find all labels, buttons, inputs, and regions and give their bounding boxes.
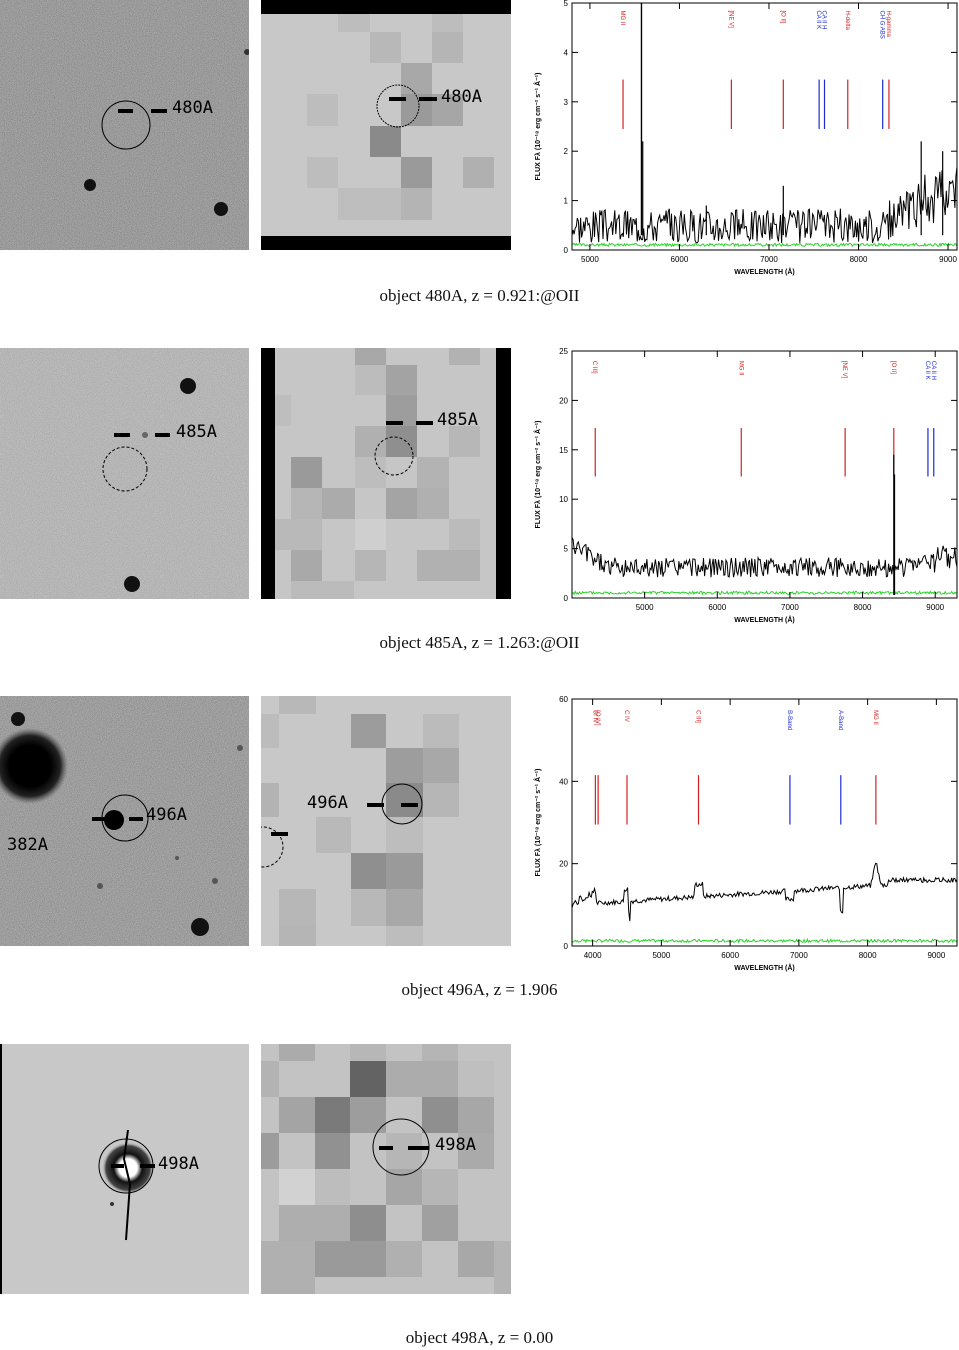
x-axis-label: WAVELENGTH (Å): [734, 267, 795, 276]
sky-image-485A: 485A: [0, 348, 249, 599]
id-line-label: H-delta: [844, 10, 850, 30]
object-label: 485A: [437, 410, 478, 430]
id-line-label: CA II H: [820, 10, 826, 29]
x-tick-label: 9000: [927, 951, 945, 960]
y-tick-label: 10: [559, 495, 568, 504]
spectrum-485A: C III] MG II [NE V] [O II] CA II K CA II H 500…: [518, 348, 959, 630]
object-label: 496A: [146, 805, 187, 825]
thumbnail-496A: 496A: [261, 696, 511, 946]
sky-image-498A: 498A: [0, 1044, 249, 1294]
id-line-label: CA II K: [815, 10, 821, 29]
y-axis-label: FLUX Fλ (10⁻¹⁸ erg cm⁻² s⁻¹ Å⁻¹): [533, 769, 542, 877]
x-tick-label: 7000: [790, 951, 808, 960]
spectrum-trace: [571, 537, 958, 578]
x-tick-label: 9000: [926, 603, 944, 612]
x-tick-label: 8000: [854, 603, 872, 612]
id-line-label: A-Band: [837, 710, 843, 730]
id-line-label: CA II K: [924, 361, 930, 380]
y-tick-label: 15: [559, 446, 568, 455]
caption-480A: object 480A, z = 0.921:@OII: [379, 286, 580, 305]
y-tick-label: 5: [564, 545, 569, 554]
id-line-label: C III]: [695, 710, 701, 723]
y-tick-label: 40: [559, 777, 568, 786]
object-label: 498A: [435, 1135, 476, 1155]
y-axis-label: FLUX Fλ (10⁻¹⁸ erg cm⁻² s⁻¹ Å⁻¹): [533, 421, 542, 529]
y-tick-label: 0: [564, 594, 569, 603]
x-tick-label: 4000: [584, 951, 602, 960]
caption-496A: object 496A, z = 1.906: [401, 980, 558, 999]
noise-trace: [571, 242, 958, 248]
x-axis-label: WAVELENGTH (Å): [734, 615, 795, 624]
id-line-label: CH G ABS: [879, 10, 885, 38]
y-tick-label: 25: [559, 348, 568, 356]
object-label: 480A: [441, 87, 482, 107]
spectrum-496A: SI IV [O IV] C IV C III] B-Band A-Band MG II 40…: [518, 696, 959, 978]
id-line-label: [NE V]: [727, 10, 733, 28]
x-axis-label: WAVELENGTH (Å): [734, 963, 795, 972]
id-line-label: MG II: [619, 10, 625, 25]
y-tick-label: 20: [559, 396, 568, 405]
spectrum-trace: [571, 862, 958, 922]
id-line-label: [O II]: [890, 361, 896, 374]
y-tick-label: 4: [564, 48, 569, 57]
x-tick-label: 5000: [636, 603, 654, 612]
caption-485A: object 485A, z = 1.263:@OII: [379, 633, 580, 652]
plot-frame: [571, 2, 958, 251]
id-line-label: C IV: [623, 710, 629, 722]
x-tick-label: 7000: [781, 603, 799, 612]
object-label: 498A: [158, 1154, 199, 1174]
plot-frame: [571, 350, 958, 599]
id-line-label: [O II]: [779, 10, 785, 23]
id-line-label: C III]: [591, 361, 597, 374]
x-tick-label: 6000: [671, 255, 689, 264]
x-tick-label: 5000: [581, 255, 599, 264]
y-tick-label: 5: [564, 0, 569, 8]
x-tick-label: 8000: [850, 255, 868, 264]
x-tick-label: 6000: [708, 603, 726, 612]
x-tick-label: 9000: [939, 255, 957, 264]
y-tick-label: 0: [564, 942, 569, 951]
thumbnail-498A: 498A: [261, 1044, 511, 1294]
x-tick-label: 7000: [760, 255, 778, 264]
x-tick-label: 8000: [859, 951, 877, 960]
sky-image-496A: 496A 382A: [0, 696, 249, 946]
y-tick-label: 20: [559, 860, 568, 869]
thumbnail-485A: 485A: [261, 348, 511, 599]
id-line-label: B-Band: [786, 710, 792, 730]
noise-trace: [572, 590, 958, 596]
x-tick-label: 5000: [652, 951, 670, 960]
sky-image-480A: 480A: [0, 0, 249, 250]
id-line-label: [O IV]: [594, 710, 600, 726]
y-tick-label: 1: [564, 197, 569, 206]
y-tick-label: 60: [559, 696, 568, 704]
object-label: 485A: [176, 422, 217, 442]
y-tick-label: 0: [564, 246, 569, 255]
y-tick-label: 3: [564, 98, 569, 107]
neighbor-label: 382A: [7, 835, 48, 855]
x-tick-label: 6000: [721, 951, 739, 960]
id-line-label: CA II H: [930, 361, 936, 380]
id-line-label: SI IV: [591, 710, 597, 723]
id-line-label: [NE V]: [841, 361, 847, 379]
id-line-label: MG II: [872, 710, 878, 725]
noise-trace: [571, 937, 958, 944]
object-label: 480A: [172, 98, 213, 118]
plot-frame: [571, 698, 958, 947]
spectrum-trace: [571, 166, 958, 244]
y-tick-label: 2: [564, 147, 569, 156]
id-line-label: H-gamma: [885, 10, 891, 37]
id-line-label: MG II: [737, 361, 743, 376]
y-axis-label: FLUX Fλ (10⁻¹⁸ erg cm⁻² s⁻¹ Å⁻¹): [533, 73, 542, 181]
spectrum-480A: MG II [NE V] [O II] CA II K CA II H H-delta CH…: [518, 0, 959, 282]
caption-498A: object 498A, z = 0.00: [405, 1328, 554, 1347]
object-label: 496A: [307, 793, 348, 813]
thumbnail-480A: 480A: [261, 0, 511, 250]
